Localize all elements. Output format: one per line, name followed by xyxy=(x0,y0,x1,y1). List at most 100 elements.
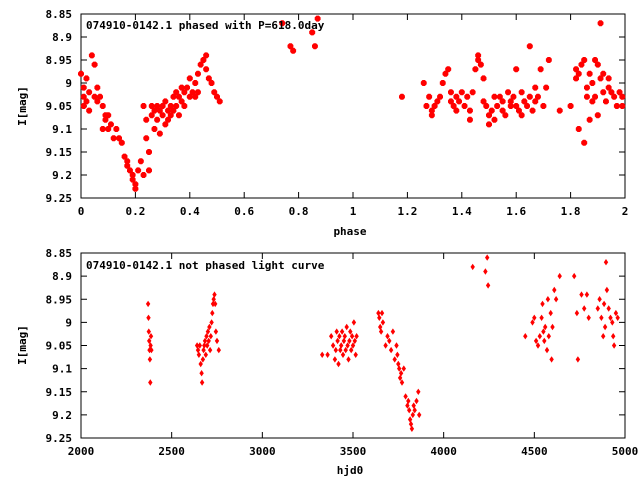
data-point-phased xyxy=(584,84,590,91)
data-point-phased xyxy=(581,57,588,63)
data-point-phased xyxy=(537,66,544,73)
x-tick-label-phased: 0.2 xyxy=(125,205,145,218)
data-point-phased xyxy=(86,89,93,96)
data-point-phased xyxy=(532,98,539,105)
data-point-phased xyxy=(575,70,582,77)
data-point-phased xyxy=(86,107,93,114)
data-point-unphased xyxy=(417,411,422,419)
data-point-phased xyxy=(195,89,201,96)
data-point-phased xyxy=(619,103,626,109)
data-point-phased xyxy=(437,93,443,100)
data-point-unphased xyxy=(334,328,339,335)
panel-unphased: 2000 2500 3000 3500 4000 4500 5000 8.85 8.9 8.95 9… xyxy=(16,247,638,477)
data-point-unphased xyxy=(213,300,218,308)
data-point-unphased xyxy=(148,379,153,386)
data-point-unphased xyxy=(380,319,386,326)
data-point-unphased xyxy=(470,263,475,271)
tick-group-unphased: 2000 2500 3000 3500 4000 4500 5000 8.85 8.9 8.95 9… xyxy=(46,247,639,458)
x-tick-label-phased: 0 xyxy=(78,205,85,218)
data-point-unphased xyxy=(557,272,562,280)
data-point-phased xyxy=(124,158,131,165)
data-point-phased xyxy=(105,112,112,119)
data-point-phased xyxy=(151,107,158,114)
data-point-phased xyxy=(118,139,125,146)
data-point-phased xyxy=(543,84,550,91)
y-tick-label-phased: 8.95 xyxy=(46,54,73,67)
data-point-unphased xyxy=(545,296,551,303)
data-point-phased xyxy=(132,181,139,188)
data-point-phased xyxy=(78,70,84,77)
data-point-phased xyxy=(450,103,457,109)
data-point-phased xyxy=(94,84,101,91)
data-point-phased xyxy=(312,43,318,50)
data-point-phased xyxy=(186,75,193,82)
data-point-phased xyxy=(499,107,506,114)
data-point-phased xyxy=(195,70,201,77)
chart-title-phased: 074910-0142.1 phased with P=618.0day xyxy=(86,19,325,32)
data-point-phased xyxy=(600,89,607,96)
data-point-phased xyxy=(461,103,468,109)
data-point-phased xyxy=(573,66,579,73)
panel-phased: 0 0.2 0.4 0.6 0.8 1 1.2 1.4 1.6 1.8 2 8.85 8.9 8.95 9 9… xyxy=(16,8,628,238)
x-tick-label-phased: 1.4 xyxy=(452,205,472,218)
data-point-unphased xyxy=(196,351,202,358)
data-point-unphased xyxy=(148,342,153,349)
data-point-unphased xyxy=(390,328,396,335)
data-point-unphased xyxy=(330,342,336,349)
data-point-phased xyxy=(148,103,155,109)
data-point-unphased xyxy=(351,319,357,326)
data-point-unphased xyxy=(347,337,352,345)
data-point-phased xyxy=(97,93,103,100)
data-point-phased xyxy=(140,103,147,109)
data-point-unphased xyxy=(339,342,344,349)
y-tick-label-phased: 8.85 xyxy=(46,8,73,21)
data-point-unphased xyxy=(395,351,400,358)
data-point-phased xyxy=(121,153,128,160)
data-point-unphased xyxy=(148,333,154,340)
data-point-phased xyxy=(616,89,623,96)
data-point-unphased xyxy=(200,356,206,363)
data-point-unphased xyxy=(572,272,577,280)
data-point-unphased xyxy=(485,282,491,289)
data-point-unphased xyxy=(397,365,402,372)
data-point-unphased xyxy=(550,323,555,331)
data-point-phased xyxy=(458,89,465,96)
data-point-unphased xyxy=(601,300,607,308)
data-point-phased xyxy=(521,98,528,105)
data-point-unphased xyxy=(146,328,151,335)
data-point-phased xyxy=(603,98,609,105)
data-point-phased xyxy=(575,126,582,132)
data-point-unphased xyxy=(202,342,207,349)
data-point-phased xyxy=(167,112,174,119)
data-point-phased xyxy=(556,107,563,114)
data-point-unphased xyxy=(611,333,616,340)
data-point-phased xyxy=(116,135,122,142)
data-point-phased xyxy=(448,98,454,105)
data-point-unphased xyxy=(397,374,403,382)
data-point-phased xyxy=(516,107,522,114)
data-point-phased xyxy=(467,107,473,114)
data-point-unphased xyxy=(574,309,580,317)
data-point-phased xyxy=(420,80,427,86)
data-point-phased xyxy=(176,93,182,100)
y-tick-label-phased: 9.25 xyxy=(46,192,73,205)
data-point-phased xyxy=(483,103,490,109)
data-point-unphased xyxy=(396,360,401,368)
data-point-phased xyxy=(488,107,495,114)
data-point-unphased xyxy=(407,407,412,414)
tick-group-phased: 0 0.2 0.4 0.6 0.8 1 1.2 1.4 1.6 1.8 2 8.85 8.9 8.95 9 9… xyxy=(46,8,629,218)
data-point-phased xyxy=(505,89,511,96)
y-tick-label-unphased: 9.1 xyxy=(52,363,72,376)
data-point-phased xyxy=(428,107,435,114)
data-point-phased xyxy=(208,80,215,86)
data-point-phased xyxy=(499,98,506,105)
data-point-phased xyxy=(154,103,161,109)
data-point-phased xyxy=(486,112,492,119)
data-point-unphased xyxy=(546,333,551,340)
data-point-unphased xyxy=(213,328,219,335)
y-axis-label-unphased: I[mag] xyxy=(16,325,29,365)
data-point-unphased xyxy=(209,319,214,326)
data-point-unphased xyxy=(582,305,587,312)
x-tick-label-phased: 1.6 xyxy=(506,205,526,218)
data-point-phased xyxy=(453,107,460,114)
